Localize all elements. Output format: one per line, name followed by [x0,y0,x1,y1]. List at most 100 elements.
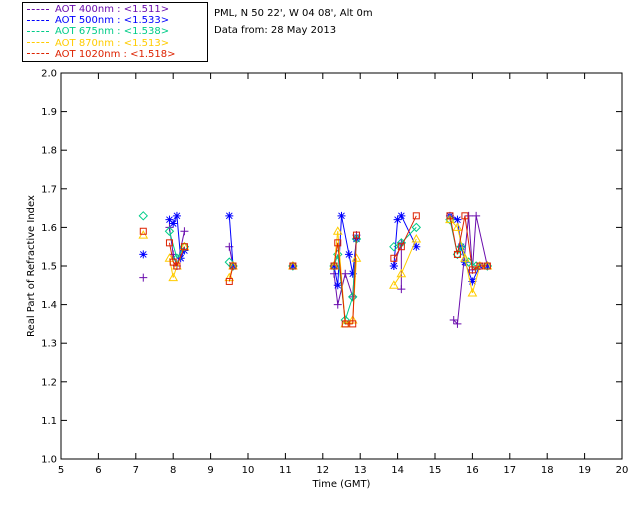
star-point [169,219,178,228]
diamond-point [164,226,175,236]
series-segment [344,273,354,298]
star-point [453,215,462,224]
square-point [229,262,237,270]
square-point [165,239,173,247]
series-segment [344,296,354,321]
x-tick-label: 9 [207,465,213,476]
series-segment [333,273,339,305]
square-point [349,320,357,328]
plus-point [397,285,406,294]
star-point [225,211,234,220]
series-segment [400,227,417,244]
plus-point [139,273,148,282]
square-point [341,320,349,328]
series-segment [393,219,399,267]
triangle-point [351,253,362,262]
series-segment [341,215,350,255]
series-segment [464,215,473,270]
series-segment [228,215,234,267]
plus-point [453,319,462,328]
series-segment [400,238,417,274]
y-tick-label: 1.7 [41,184,57,195]
legend-entry: AOT 870nm : <1.513> [27,38,169,49]
plus-point [449,316,458,325]
square-point [453,250,461,258]
series-segment [352,235,357,324]
x-tick-label: 20 [616,465,629,476]
y-tick-label: 1.8 [41,146,57,157]
site-info: PML, N 50 22', W 04 08', Alt 0m [214,8,373,19]
triangle-point [411,233,422,243]
square-point [180,243,188,251]
square-point [173,262,181,270]
triangle-point [168,272,179,282]
plus-point [341,269,350,278]
star-point [165,215,174,224]
x-tick-label: 16 [466,465,479,476]
legend-entry: AOT 400nm : <1.511> [27,4,169,15]
diamond-point [138,211,148,221]
square-point [468,266,476,274]
y-tick-label: 1.1 [41,416,57,427]
legend-line [27,8,49,10]
star-point [412,242,421,251]
star-point [172,211,181,220]
series-segment [456,215,470,324]
star-point [139,250,148,259]
square-point [139,227,147,235]
legend-line [27,42,49,44]
legend-entry: AOT 1020nm : <1.518> [27,49,175,60]
square-point [289,262,297,270]
series-segment [460,246,466,263]
diamond-point [348,292,358,302]
square-point [352,231,360,239]
star-point [333,281,342,290]
x-axis-label: Time (GMT) [312,479,371,490]
x-tick-label: 7 [133,465,139,476]
x-tick-label: 8 [170,465,176,476]
square-point [390,254,398,262]
y-tick-label: 1.6 [41,223,57,234]
triangle-point [388,280,399,289]
series-segment [449,215,458,255]
square-point [446,212,454,220]
square-point [334,239,342,247]
x-tick-label: 5 [58,465,64,476]
square-point [397,243,405,251]
y-axis-label: Real Part of Refractive Index [26,195,37,337]
series-segment [468,261,477,267]
x-tick-label: 15 [429,465,442,476]
x-tick-label: 6 [95,465,101,476]
series-segment [393,246,402,259]
series-segment [333,242,339,267]
triangle-point [332,226,343,235]
x-tick-label: 18 [541,465,554,476]
square-point [483,262,491,270]
plus-point [330,269,339,278]
plus-point [333,300,342,309]
y-tick-label: 1.3 [41,339,57,350]
legend-label: AOT 870nm : <1.513> [55,37,170,49]
date-info: Data from: 28 May 2013 [214,25,337,36]
x-tick-label: 14 [391,465,404,476]
legend: AOT 400nm : <1.511> AOT 500nm : <1.533> AO… [22,2,208,62]
star-point [348,269,357,278]
series-segment [471,215,477,270]
legend-line [27,30,49,32]
legend-label: AOT 675nm : <1.538> [55,26,170,38]
plus-point [180,227,189,236]
series-segment [472,265,481,271]
diamond-point [456,241,466,252]
square-point [412,212,420,220]
square-point [461,212,469,220]
legend-label: AOT 1020nm : <1.518> [55,48,176,60]
star-point [393,215,402,224]
plus-point [472,211,481,220]
y-tick-label: 1.5 [41,262,57,273]
star-point [468,277,477,286]
series-segment [400,215,417,247]
diamond-point [411,222,422,233]
series-segment [475,215,488,267]
star-point [344,250,353,259]
